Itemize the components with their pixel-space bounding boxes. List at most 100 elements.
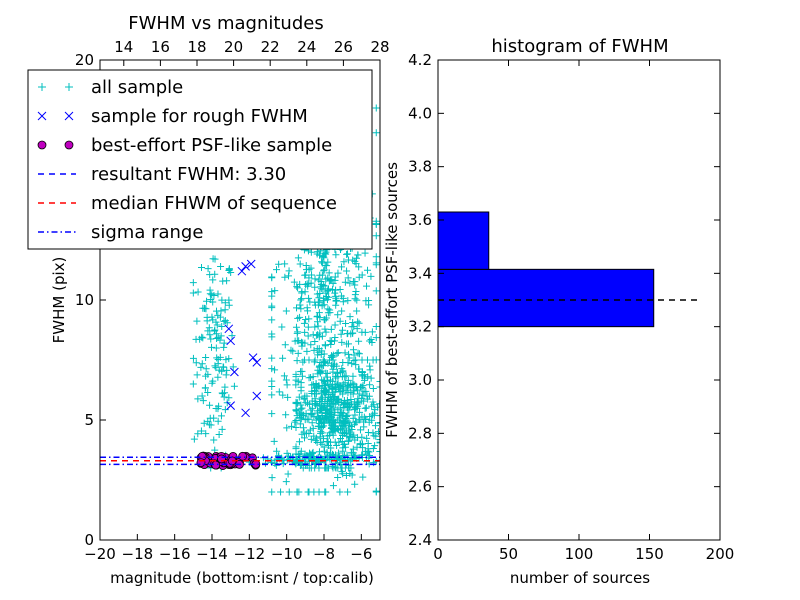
all-sample-point <box>351 436 359 444</box>
histogram-xlabel: number of sources <box>510 569 650 587</box>
all-sample-point <box>220 393 228 401</box>
all-sample-point <box>365 452 373 460</box>
all-sample-point <box>358 371 366 379</box>
all-sample-point <box>297 338 305 346</box>
all-sample-point <box>316 251 324 259</box>
histogram-y-tick-label: 2.6 <box>408 478 432 496</box>
legend-box <box>27 69 373 250</box>
all-sample-point <box>364 447 372 455</box>
all-sample-point <box>334 473 342 481</box>
all-sample-point <box>317 285 325 293</box>
all-sample-point <box>358 328 366 336</box>
all-sample-point <box>341 349 349 357</box>
all-sample-point <box>268 488 276 496</box>
all-sample-point <box>344 417 352 425</box>
all-sample-point <box>293 329 301 337</box>
scatter-y-tick-label: 0 <box>84 531 94 549</box>
all-sample-point <box>295 438 303 446</box>
all-sample-point <box>214 290 222 298</box>
all-sample-point <box>283 381 291 389</box>
all-sample-point <box>303 347 311 355</box>
all-sample-point <box>211 270 219 278</box>
scatter-ticks: −20 −18 −16 −14 −12 −10 −8 −6 0 5 10 20 14 16 18 20 22 24… <box>75 38 390 563</box>
all-sample-point <box>344 297 352 305</box>
histogram-ticks: 0 50 100 150 200 2.4 2.6 2.8 3.0 3.2 3.4 3.6 3.8 4.0 4… <box>408 51 734 563</box>
all-sample-point <box>355 454 363 462</box>
all-sample-point <box>314 322 322 330</box>
all-sample-point <box>280 372 288 380</box>
rough-sample-point <box>246 259 256 269</box>
all-sample-point <box>199 334 207 342</box>
all-sample-point <box>310 412 318 420</box>
all-sample-point <box>334 311 342 319</box>
all-sample-point <box>268 316 276 324</box>
legend-entry: sigma range <box>38 222 203 243</box>
all-sample-point <box>325 408 333 416</box>
all-sample-point <box>338 326 346 334</box>
all-sample-point <box>279 391 287 399</box>
all-sample-point <box>217 332 225 340</box>
all-sample-point <box>218 367 226 375</box>
rough-sample-point <box>226 336 236 346</box>
all-sample-point <box>293 283 301 291</box>
all-sample-point <box>317 429 325 437</box>
all-sample-point <box>344 376 352 384</box>
all-sample-point <box>372 232 380 240</box>
histogram-x-tick-label: 200 <box>706 545 735 563</box>
all-sample-point <box>273 447 281 455</box>
all-sample-point <box>292 423 300 431</box>
all-sample-point <box>296 420 304 428</box>
all-sample-point <box>268 330 276 338</box>
all-sample-point <box>353 325 361 333</box>
all-sample-point <box>230 382 238 390</box>
all-sample-point <box>368 411 376 419</box>
scatter-reference-lines <box>100 456 380 466</box>
all-sample-point <box>220 317 228 325</box>
all-sample-point <box>349 319 357 327</box>
all-sample-point <box>349 372 357 380</box>
all-sample-point <box>324 396 332 404</box>
all-sample-point <box>320 419 328 427</box>
all-sample-point <box>200 304 208 312</box>
scatter-panel: −20 −18 −16 −14 −12 −10 −8 −6 0 5 10 20 14 16 18 20 22 24… <box>27 13 390 587</box>
all-sample-point <box>334 269 342 277</box>
all-sample-point <box>223 366 231 374</box>
all-sample-point <box>329 285 337 293</box>
all-sample-point <box>327 341 335 349</box>
scatter-top-x-tick-label: 18 <box>187 38 206 56</box>
all-sample-point <box>311 298 319 306</box>
all-sample-point <box>337 454 345 462</box>
histogram-ylabel: FWHM of best-effort PSF-like sources <box>383 162 401 438</box>
all-sample-point <box>301 328 309 336</box>
all-sample-point <box>319 418 327 426</box>
all-sample-point <box>305 374 313 382</box>
all-sample-point <box>336 317 344 325</box>
scatter-xlabel: magnitude (bottom:isnt / top:calib) <box>110 569 374 587</box>
all-sample-point <box>364 266 372 274</box>
all-sample-point <box>322 289 330 297</box>
all-sample-point <box>204 327 212 335</box>
all-sample-point <box>214 373 222 381</box>
all-sample-point <box>351 257 359 265</box>
rough-sample-point <box>252 391 262 401</box>
all-sample-point <box>366 366 374 374</box>
all-sample-point <box>281 341 289 349</box>
all-sample-point <box>336 488 344 496</box>
all-sample-point <box>199 397 207 405</box>
all-sample-point <box>340 429 348 437</box>
all-sample-point <box>336 404 344 412</box>
all-sample-point <box>355 263 363 271</box>
all-sample-point <box>296 313 304 321</box>
all-sample-point <box>305 294 313 302</box>
all-sample-point <box>193 371 201 379</box>
all-sample-point <box>275 388 283 396</box>
all-sample-point <box>309 373 317 381</box>
all-sample-point <box>205 324 213 332</box>
all-sample-point <box>345 406 353 414</box>
all-sample-point <box>325 285 332 293</box>
all-sample-point <box>212 364 220 372</box>
all-sample-point <box>318 395 326 403</box>
scatter-top-x-tick-label: 26 <box>334 38 353 56</box>
all-sample-point <box>320 350 328 358</box>
histogram-x-tick-label: 150 <box>635 545 664 563</box>
